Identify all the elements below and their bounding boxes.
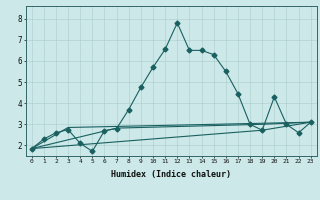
X-axis label: Humidex (Indice chaleur): Humidex (Indice chaleur) xyxy=(111,170,231,179)
